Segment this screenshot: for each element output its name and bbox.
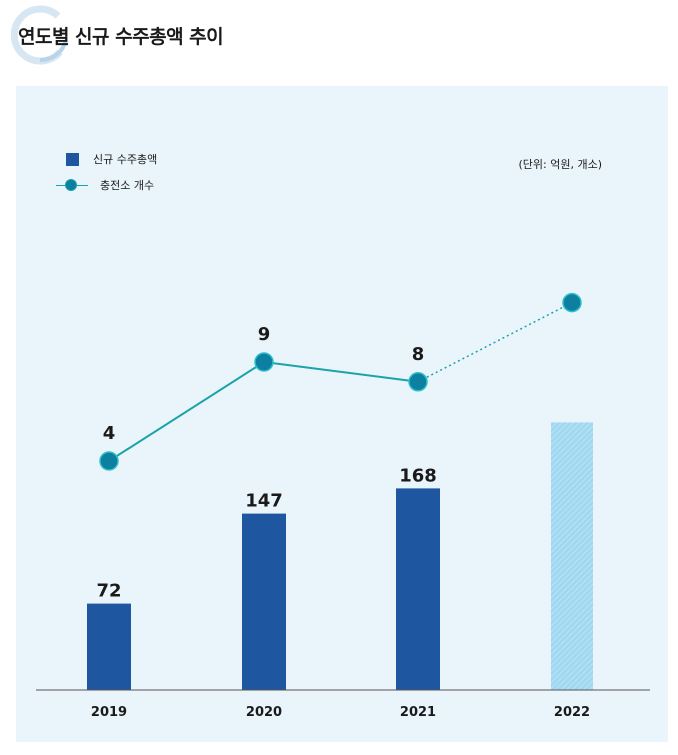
line-segment-2021 [417, 301, 573, 383]
line-point-2021 [408, 372, 428, 392]
unit-label: (단위: 억원, 개소) [518, 158, 603, 171]
line-point-2022 [562, 292, 582, 313]
line-label-2019: 4 [103, 423, 116, 444]
legend-label-bars: 신규 수주총액 [93, 153, 158, 166]
title-decoration [10, 5, 68, 65]
page-title: 연도별 신규 수주총액 추이 [18, 26, 224, 48]
line-segment-2019 [108, 361, 265, 462]
bar-label-2019: 72 [96, 581, 121, 602]
legend-bar-swatch [66, 152, 79, 166]
line-segment-2020 [263, 361, 419, 383]
line-point-2019 [99, 451, 119, 471]
bar-2019 [87, 603, 131, 690]
line-label-2020: 9 [258, 324, 271, 345]
x-tick-2019: 2019 [91, 705, 127, 720]
line-point-2020 [254, 352, 274, 372]
title-area: 연도별 신규 수주총액 추이 [0, 0, 678, 80]
bar-label-2020: 147 [245, 491, 283, 512]
x-tick-2021: 2021 [400, 705, 436, 720]
bar-2020 [242, 513, 286, 690]
bar-2021 [396, 488, 440, 690]
legend-item-line: 충전소 개수 [48, 172, 157, 198]
x-tick-2020: 2020 [246, 705, 282, 720]
chart-legend: 신규 수주총액 충전소 개수 [48, 146, 157, 198]
legend-line-swatch [56, 178, 88, 192]
bar-label-2021: 168 [399, 465, 437, 486]
line-label-2021: 8 [412, 344, 425, 365]
x-tick-2022: 2022 [554, 705, 590, 720]
legend-label-line: 충전소 개수 [100, 179, 155, 192]
legend-item-bars: 신규 수주총액 [48, 146, 157, 172]
bar-projected-2022 [551, 422, 593, 690]
